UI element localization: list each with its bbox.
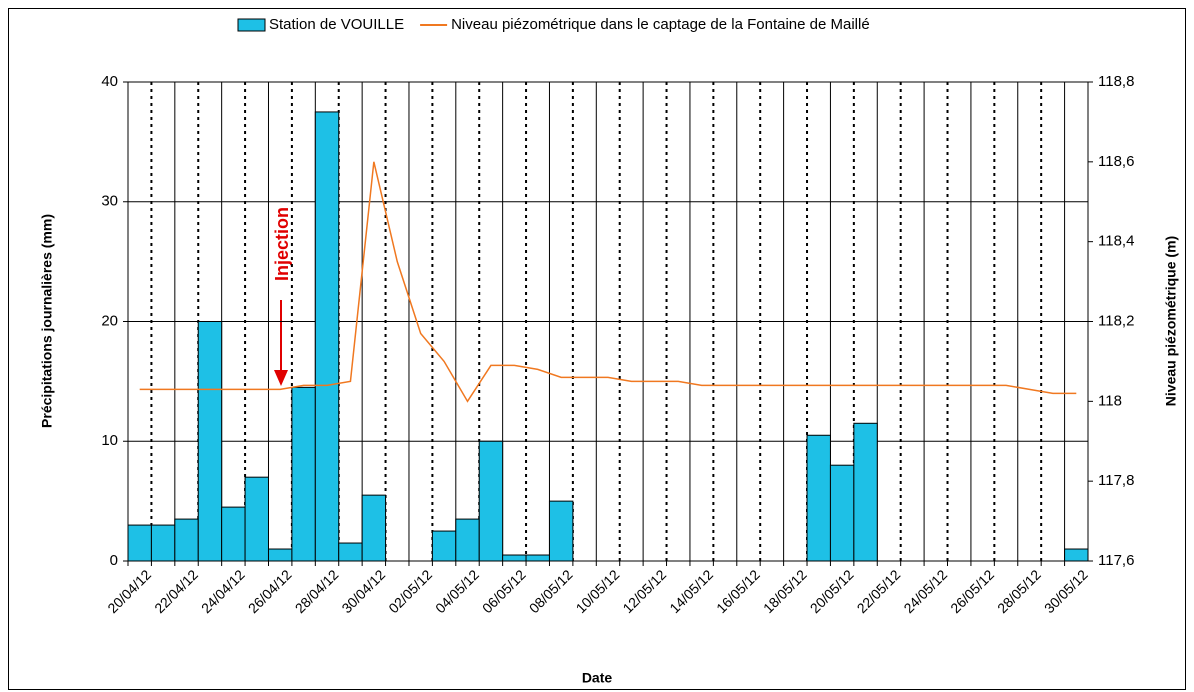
bar bbox=[478, 440, 504, 562]
y-tick-label: 20 bbox=[101, 312, 118, 329]
bar bbox=[829, 464, 855, 562]
legend-label: Station de VOUILLE bbox=[269, 16, 404, 33]
bar bbox=[806, 434, 831, 562]
y2-tick-label: 118,6 bbox=[1098, 153, 1134, 170]
y-axis-title: Précipitations journalières (mm) bbox=[39, 214, 55, 428]
annotation: Injection bbox=[272, 207, 292, 281]
bar bbox=[361, 494, 387, 562]
y-tick-label: 30 bbox=[101, 193, 118, 210]
bar bbox=[1064, 548, 1089, 562]
legend-swatch bbox=[237, 18, 266, 32]
bar bbox=[314, 111, 340, 562]
plot-area bbox=[127, 81, 1089, 562]
y2-tick-label: 118,2 bbox=[1098, 312, 1134, 329]
y-tick-label: 10 bbox=[101, 432, 118, 449]
bar bbox=[431, 530, 457, 562]
y2-tick-label: 117,6 bbox=[1098, 552, 1134, 569]
y2-tick-label: 117,8 bbox=[1098, 472, 1134, 489]
bar bbox=[455, 518, 480, 562]
y2-axis-title: Niveau piézométrique (m) bbox=[1163, 236, 1179, 406]
x-axis-title: Date bbox=[582, 670, 613, 686]
bar bbox=[174, 518, 199, 562]
bar bbox=[244, 476, 269, 562]
bar bbox=[502, 554, 527, 562]
bar bbox=[853, 422, 878, 562]
y-tick-label: 40 bbox=[101, 73, 118, 90]
y2-tick-label: 118,8 bbox=[1098, 73, 1134, 90]
bar bbox=[338, 542, 363, 562]
bar bbox=[127, 524, 152, 562]
y-tick-label: 0 bbox=[110, 552, 118, 569]
bar bbox=[221, 506, 246, 562]
bar bbox=[291, 386, 316, 562]
annotation-arrowhead bbox=[274, 370, 288, 386]
bar bbox=[548, 500, 574, 562]
bar bbox=[197, 321, 223, 562]
legend-label: Niveau piézométrique dans le captage de … bbox=[451, 16, 870, 33]
line bbox=[139, 161, 1077, 403]
y2-tick-label: 118 bbox=[1098, 392, 1122, 409]
bar bbox=[525, 554, 550, 562]
bar bbox=[150, 524, 176, 562]
bar bbox=[267, 548, 293, 562]
y2-tick-label: 118,4 bbox=[1098, 233, 1134, 250]
